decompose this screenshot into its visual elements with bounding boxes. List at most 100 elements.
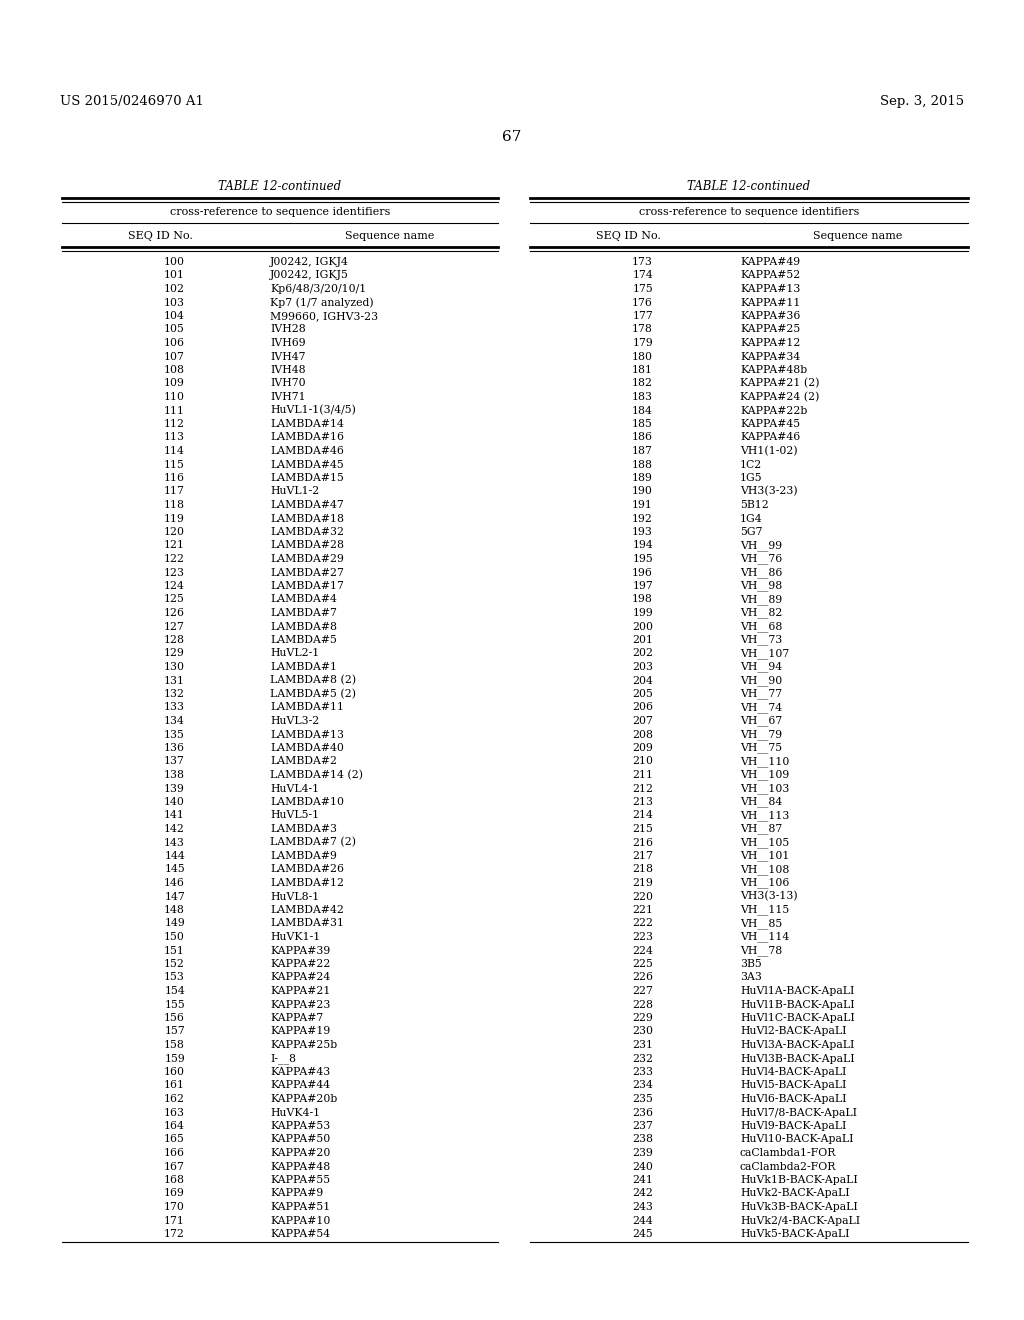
Text: Sep. 3, 2015: Sep. 3, 2015 xyxy=(880,95,964,108)
Text: US 2015/0246970 A1: US 2015/0246970 A1 xyxy=(60,95,204,108)
Text: 200: 200 xyxy=(632,622,653,631)
Text: 119: 119 xyxy=(164,513,185,524)
Text: VH__79: VH__79 xyxy=(740,729,782,739)
Text: TABLE 12-continued: TABLE 12-continued xyxy=(687,181,811,194)
Text: KAPPA#21: KAPPA#21 xyxy=(270,986,331,997)
Text: KAPPA#46: KAPPA#46 xyxy=(740,433,800,442)
Text: 131: 131 xyxy=(164,676,185,685)
Text: 166: 166 xyxy=(164,1148,185,1158)
Text: 242: 242 xyxy=(632,1188,653,1199)
Text: 239: 239 xyxy=(632,1148,653,1158)
Text: HuVl1A-BACK-ApaLI: HuVl1A-BACK-ApaLI xyxy=(740,986,854,997)
Text: IVH69: IVH69 xyxy=(270,338,305,348)
Text: VH__114: VH__114 xyxy=(740,932,790,942)
Text: 176: 176 xyxy=(632,297,653,308)
Text: VH__99: VH__99 xyxy=(740,540,782,550)
Text: 118: 118 xyxy=(164,500,185,510)
Text: VH__82: VH__82 xyxy=(740,607,782,618)
Text: 1G4: 1G4 xyxy=(740,513,763,524)
Text: VH3(3-23): VH3(3-23) xyxy=(740,486,798,496)
Text: 244: 244 xyxy=(632,1216,653,1225)
Text: KAPPA#51: KAPPA#51 xyxy=(270,1203,331,1212)
Text: HuVl2-BACK-ApaLI: HuVl2-BACK-ApaLI xyxy=(740,1027,847,1036)
Text: 197: 197 xyxy=(632,581,653,591)
Text: VH__74: VH__74 xyxy=(740,702,782,713)
Text: 194: 194 xyxy=(632,540,653,550)
Text: HuVK1-1: HuVK1-1 xyxy=(270,932,321,942)
Text: 223: 223 xyxy=(632,932,653,942)
Text: LAMBDA#3: LAMBDA#3 xyxy=(270,824,337,834)
Text: 220: 220 xyxy=(632,891,653,902)
Text: HuVk3B-BACK-ApaLI: HuVk3B-BACK-ApaLI xyxy=(740,1203,858,1212)
Text: HuVl1C-BACK-ApaLI: HuVl1C-BACK-ApaLI xyxy=(740,1012,855,1023)
Text: 165: 165 xyxy=(164,1134,185,1144)
Text: 229: 229 xyxy=(632,1012,653,1023)
Text: 102: 102 xyxy=(164,284,185,294)
Text: 211: 211 xyxy=(632,770,653,780)
Text: 191: 191 xyxy=(632,500,653,510)
Text: LAMBDA#27: LAMBDA#27 xyxy=(270,568,344,578)
Text: 236: 236 xyxy=(632,1107,653,1118)
Text: KAPPA#39: KAPPA#39 xyxy=(270,945,331,956)
Text: LAMBDA#1: LAMBDA#1 xyxy=(270,663,337,672)
Text: KAPPA#53: KAPPA#53 xyxy=(270,1121,331,1131)
Text: LAMBDA#17: LAMBDA#17 xyxy=(270,581,344,591)
Text: HuVk1B-BACK-ApaLI: HuVk1B-BACK-ApaLI xyxy=(740,1175,858,1185)
Text: 186: 186 xyxy=(632,433,653,442)
Text: HuVL2-1: HuVL2-1 xyxy=(270,648,319,659)
Text: KAPPA#25b: KAPPA#25b xyxy=(270,1040,337,1049)
Text: HuVl7/8-BACK-ApaLI: HuVl7/8-BACK-ApaLI xyxy=(740,1107,857,1118)
Text: 210: 210 xyxy=(632,756,653,767)
Text: LAMBDA#7 (2): LAMBDA#7 (2) xyxy=(270,837,356,847)
Text: LAMBDA#16: LAMBDA#16 xyxy=(270,433,344,442)
Text: VH__68: VH__68 xyxy=(740,622,782,632)
Text: 146: 146 xyxy=(164,878,185,888)
Text: IVH48: IVH48 xyxy=(270,366,305,375)
Text: 237: 237 xyxy=(632,1121,653,1131)
Text: LAMBDA#15: LAMBDA#15 xyxy=(270,473,344,483)
Text: 219: 219 xyxy=(632,878,653,888)
Text: 144: 144 xyxy=(164,851,185,861)
Text: 124: 124 xyxy=(164,581,185,591)
Text: 226: 226 xyxy=(632,973,653,982)
Text: 104: 104 xyxy=(164,312,185,321)
Text: 184: 184 xyxy=(632,405,653,416)
Text: KAPPA#10: KAPPA#10 xyxy=(270,1216,331,1225)
Text: 182: 182 xyxy=(632,379,653,388)
Text: 233: 233 xyxy=(632,1067,653,1077)
Text: 135: 135 xyxy=(164,730,185,739)
Text: 173: 173 xyxy=(632,257,653,267)
Text: HuVl3B-BACK-ApaLI: HuVl3B-BACK-ApaLI xyxy=(740,1053,855,1064)
Text: VH__108: VH__108 xyxy=(740,865,790,875)
Text: 121: 121 xyxy=(164,540,185,550)
Text: Sequence name: Sequence name xyxy=(345,231,434,242)
Text: LAMBDA#28: LAMBDA#28 xyxy=(270,540,344,550)
Text: KAPPA#23: KAPPA#23 xyxy=(270,999,331,1010)
Text: VH__78: VH__78 xyxy=(740,945,782,956)
Text: KAPPA#54: KAPPA#54 xyxy=(270,1229,330,1239)
Text: 178: 178 xyxy=(632,325,653,334)
Text: LAMBDA#42: LAMBDA#42 xyxy=(270,906,344,915)
Text: 115: 115 xyxy=(164,459,185,470)
Text: LAMBDA#8: LAMBDA#8 xyxy=(270,622,337,631)
Text: KAPPA#21 (2): KAPPA#21 (2) xyxy=(740,379,819,388)
Text: 208: 208 xyxy=(632,730,653,739)
Text: 111: 111 xyxy=(164,405,185,416)
Text: IVH28: IVH28 xyxy=(270,325,306,334)
Text: KAPPA#52: KAPPA#52 xyxy=(740,271,800,281)
Text: 215: 215 xyxy=(632,824,653,834)
Text: 234: 234 xyxy=(632,1081,653,1090)
Text: 202: 202 xyxy=(632,648,653,659)
Text: VH__115: VH__115 xyxy=(740,904,790,915)
Text: VH__103: VH__103 xyxy=(740,783,790,793)
Text: 116: 116 xyxy=(164,473,185,483)
Text: VH__113: VH__113 xyxy=(740,810,790,821)
Text: M99660, IGHV3-23: M99660, IGHV3-23 xyxy=(270,312,378,321)
Text: 203: 203 xyxy=(632,663,653,672)
Text: LAMBDA#47: LAMBDA#47 xyxy=(270,500,344,510)
Text: KAPPA#11: KAPPA#11 xyxy=(740,297,801,308)
Text: VH__85: VH__85 xyxy=(740,919,782,929)
Text: 216: 216 xyxy=(632,837,653,847)
Text: Sequence name: Sequence name xyxy=(813,231,903,242)
Text: 198: 198 xyxy=(632,594,653,605)
